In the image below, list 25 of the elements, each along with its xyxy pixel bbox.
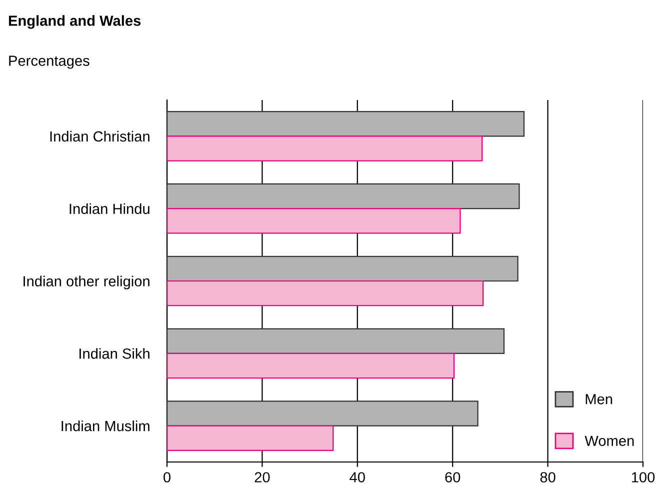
y-tick-label: Indian Hindu xyxy=(70,203,150,214)
bar xyxy=(167,400,478,426)
y-tick-label: Indian Christian xyxy=(50,130,150,142)
bar xyxy=(167,208,461,234)
legend-label: Women xyxy=(584,436,634,446)
bar xyxy=(167,328,505,354)
chart-title: England and Wales xyxy=(8,15,141,29)
x-tick-label: 60 xyxy=(445,472,460,482)
x-tick-label: 20 xyxy=(254,472,270,482)
x-tick-label: 80 xyxy=(540,472,556,482)
text: Percentages xyxy=(9,56,90,69)
bar xyxy=(167,256,518,282)
y-tick-label: Indian Sikh xyxy=(80,348,150,359)
bar xyxy=(167,111,525,137)
bar xyxy=(167,183,520,210)
x-tick-label: 0 xyxy=(164,472,170,482)
bar xyxy=(167,136,483,162)
bar xyxy=(167,280,484,306)
y-tick-label: Indian Muslim xyxy=(62,420,150,432)
legend-label: Men xyxy=(586,394,612,404)
y-tick-label: Indian other religion xyxy=(24,276,150,290)
bar xyxy=(167,425,334,451)
x-tick-label: 40 xyxy=(350,472,365,482)
x-tick-label: 100 xyxy=(632,472,655,482)
bar xyxy=(167,352,455,379)
